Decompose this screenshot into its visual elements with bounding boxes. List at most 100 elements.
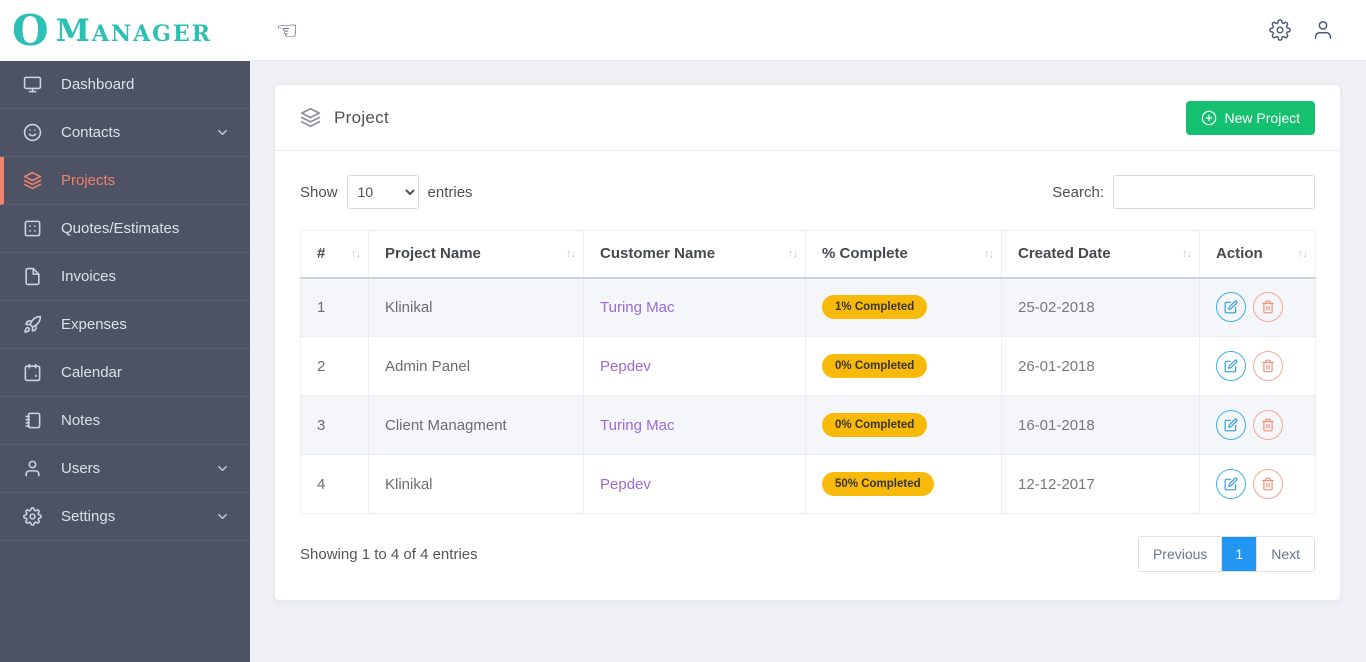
notebook-icon bbox=[25, 412, 41, 429]
row-actions bbox=[1216, 469, 1299, 499]
delete-button[interactable] bbox=[1253, 351, 1283, 381]
trash-icon bbox=[1262, 477, 1274, 491]
new-project-button-label: New Project bbox=[1224, 109, 1300, 126]
sort-icon: ↑↓ bbox=[788, 247, 798, 260]
completion-badge: 0% Completed bbox=[822, 413, 928, 437]
sidebar-item-calendar[interactable]: Calendar bbox=[0, 349, 250, 397]
previous-page-button[interactable]: Previous bbox=[1138, 537, 1223, 571]
column-header-index[interactable]: # ↑↓ bbox=[300, 230, 369, 279]
row-index: 2 bbox=[300, 336, 369, 396]
search-input[interactable] bbox=[1113, 175, 1315, 209]
hand-icon[interactable]: ☜ bbox=[276, 15, 299, 45]
customer-name-cell: Turing Mac bbox=[583, 277, 806, 337]
edit-icon bbox=[1224, 477, 1238, 491]
sidebar-item-dashboard[interactable]: Dashboard bbox=[0, 61, 250, 109]
brand-logo[interactable]: O Manager bbox=[0, 0, 250, 61]
customer-link[interactable]: Pepdev bbox=[600, 475, 651, 493]
sidebar-item-expenses[interactable]: Expenses bbox=[0, 301, 250, 349]
customer-name-cell: Pepdev bbox=[583, 454, 806, 514]
column-header-action[interactable]: Action ↑↓ bbox=[1199, 230, 1316, 279]
sidebar-item-label: Dashboard bbox=[61, 76, 135, 93]
card-header: Project New Project bbox=[275, 85, 1340, 151]
search-label: Search: bbox=[1052, 183, 1104, 201]
delete-button[interactable] bbox=[1253, 410, 1283, 440]
project-card: Project New Project Show 10 entries Sear… bbox=[275, 85, 1340, 600]
sort-icon: ↑↓ bbox=[1298, 247, 1308, 260]
sidebar-item-label: Quotes/Estimates bbox=[61, 220, 180, 237]
projects-table: # ↑↓ Project Name ↑↓ Customer Name ↑↓ % Com… bbox=[300, 230, 1316, 514]
edit-button[interactable] bbox=[1216, 469, 1246, 499]
next-page-button[interactable]: Next bbox=[1257, 537, 1314, 571]
sidebar-item-contacts[interactable]: Contacts bbox=[0, 109, 250, 157]
sidebar-item-label: Users bbox=[61, 460, 101, 477]
project-name-cell: Client Managment bbox=[368, 395, 584, 455]
row-index: 3 bbox=[300, 395, 369, 455]
row-index: 4 bbox=[300, 454, 369, 514]
project-name-cell: Klinikal bbox=[368, 454, 584, 514]
customer-link[interactable]: Turing Mac bbox=[600, 298, 675, 316]
sidebar-item-invoices[interactable]: Invoices bbox=[0, 253, 250, 301]
project-name-cell: Admin Panel bbox=[368, 336, 584, 396]
topbar-actions bbox=[1269, 19, 1334, 41]
user-icon[interactable] bbox=[1312, 19, 1334, 41]
plus-circle-icon bbox=[1201, 110, 1216, 125]
brand-logo-text: Manager bbox=[55, 12, 212, 49]
sidebar-item-label: Contacts bbox=[61, 124, 121, 141]
layers-icon bbox=[23, 171, 42, 190]
table-row: 3 Client Managment Turing Mac 0% Complet… bbox=[300, 395, 1316, 455]
sidebar-item-quotes-estimates[interactable]: Quotes/Estimates bbox=[0, 205, 250, 253]
entries-label: entries bbox=[427, 183, 473, 201]
user-icon bbox=[25, 460, 40, 477]
sidebar-item-projects[interactable]: Projects bbox=[0, 157, 250, 205]
edit-button[interactable] bbox=[1216, 292, 1246, 323]
sidebar-item-label: Expenses bbox=[61, 316, 127, 333]
completion-badge: 0% Completed bbox=[822, 354, 928, 378]
row-index: 1 bbox=[300, 277, 369, 337]
page-title-label: Project bbox=[334, 107, 390, 127]
column-header-project-name[interactable]: Project Name ↑↓ bbox=[368, 230, 584, 279]
column-header-created-date[interactable]: Created Date ↑↓ bbox=[1001, 230, 1200, 279]
customer-link[interactable]: Turing Mac bbox=[600, 416, 675, 434]
sidebar-item-notes[interactable]: Notes bbox=[0, 397, 250, 445]
customer-link[interactable]: Pepdev bbox=[600, 357, 651, 375]
percent-complete-cell: 50% Completed bbox=[805, 454, 1002, 514]
project-name-cell: Klinikal bbox=[368, 277, 584, 337]
brand-logo-o: O bbox=[12, 5, 49, 55]
sidebar-item-users[interactable]: Users bbox=[0, 445, 250, 493]
table-footer: Showing 1 to 4 of 4 entries Previous 1 N… bbox=[300, 536, 1315, 572]
created-date-cell: 25-02-2018 bbox=[1001, 277, 1200, 337]
page-length-select[interactable]: 10 bbox=[346, 175, 419, 209]
page-length-control: Show 10 entries bbox=[300, 175, 473, 209]
row-actions bbox=[1216, 292, 1299, 323]
sort-icon: ↑↓ bbox=[566, 247, 576, 260]
created-date-cell: 12-12-2017 bbox=[1001, 454, 1200, 514]
trash-icon bbox=[1262, 300, 1274, 314]
percent-complete-cell: 1% Completed bbox=[805, 277, 1002, 337]
created-date-cell: 16-01-2018 bbox=[1001, 395, 1200, 455]
completion-badge: 1% Completed bbox=[822, 295, 928, 320]
page-1-button[interactable]: 1 bbox=[1222, 537, 1258, 571]
edit-icon bbox=[1224, 418, 1238, 432]
action-cell bbox=[1199, 277, 1316, 337]
trash-icon bbox=[1262, 418, 1274, 432]
column-header-percent-complete[interactable]: % Complete ↑↓ bbox=[805, 230, 1002, 279]
edit-button[interactable] bbox=[1216, 410, 1246, 440]
monitor-icon bbox=[23, 76, 42, 93]
search-control: Search: bbox=[1052, 175, 1315, 209]
table-row: 4 Klinikal Pepdev 50% Completed 12-12-20… bbox=[300, 454, 1316, 514]
delete-button[interactable] bbox=[1253, 292, 1283, 323]
gear-icon[interactable] bbox=[1269, 19, 1291, 41]
sort-icon: ↑↓ bbox=[984, 247, 994, 260]
sidebar-item-settings[interactable]: Settings bbox=[0, 493, 250, 541]
delete-button[interactable] bbox=[1253, 469, 1283, 499]
action-cell bbox=[1199, 336, 1316, 396]
percent-complete-cell: 0% Completed bbox=[805, 336, 1002, 396]
completion-badge: 50% Completed bbox=[822, 472, 934, 496]
file-icon bbox=[25, 267, 40, 286]
edit-button[interactable] bbox=[1216, 351, 1246, 381]
new-project-button[interactable]: New Project bbox=[1185, 100, 1315, 135]
table-row: 2 Admin Panel Pepdev 0% Completed 26-01-… bbox=[300, 336, 1316, 396]
layers-icon bbox=[300, 107, 321, 128]
trash-icon bbox=[1262, 359, 1274, 373]
column-header-customer-name[interactable]: Customer Name ↑↓ bbox=[583, 230, 806, 279]
